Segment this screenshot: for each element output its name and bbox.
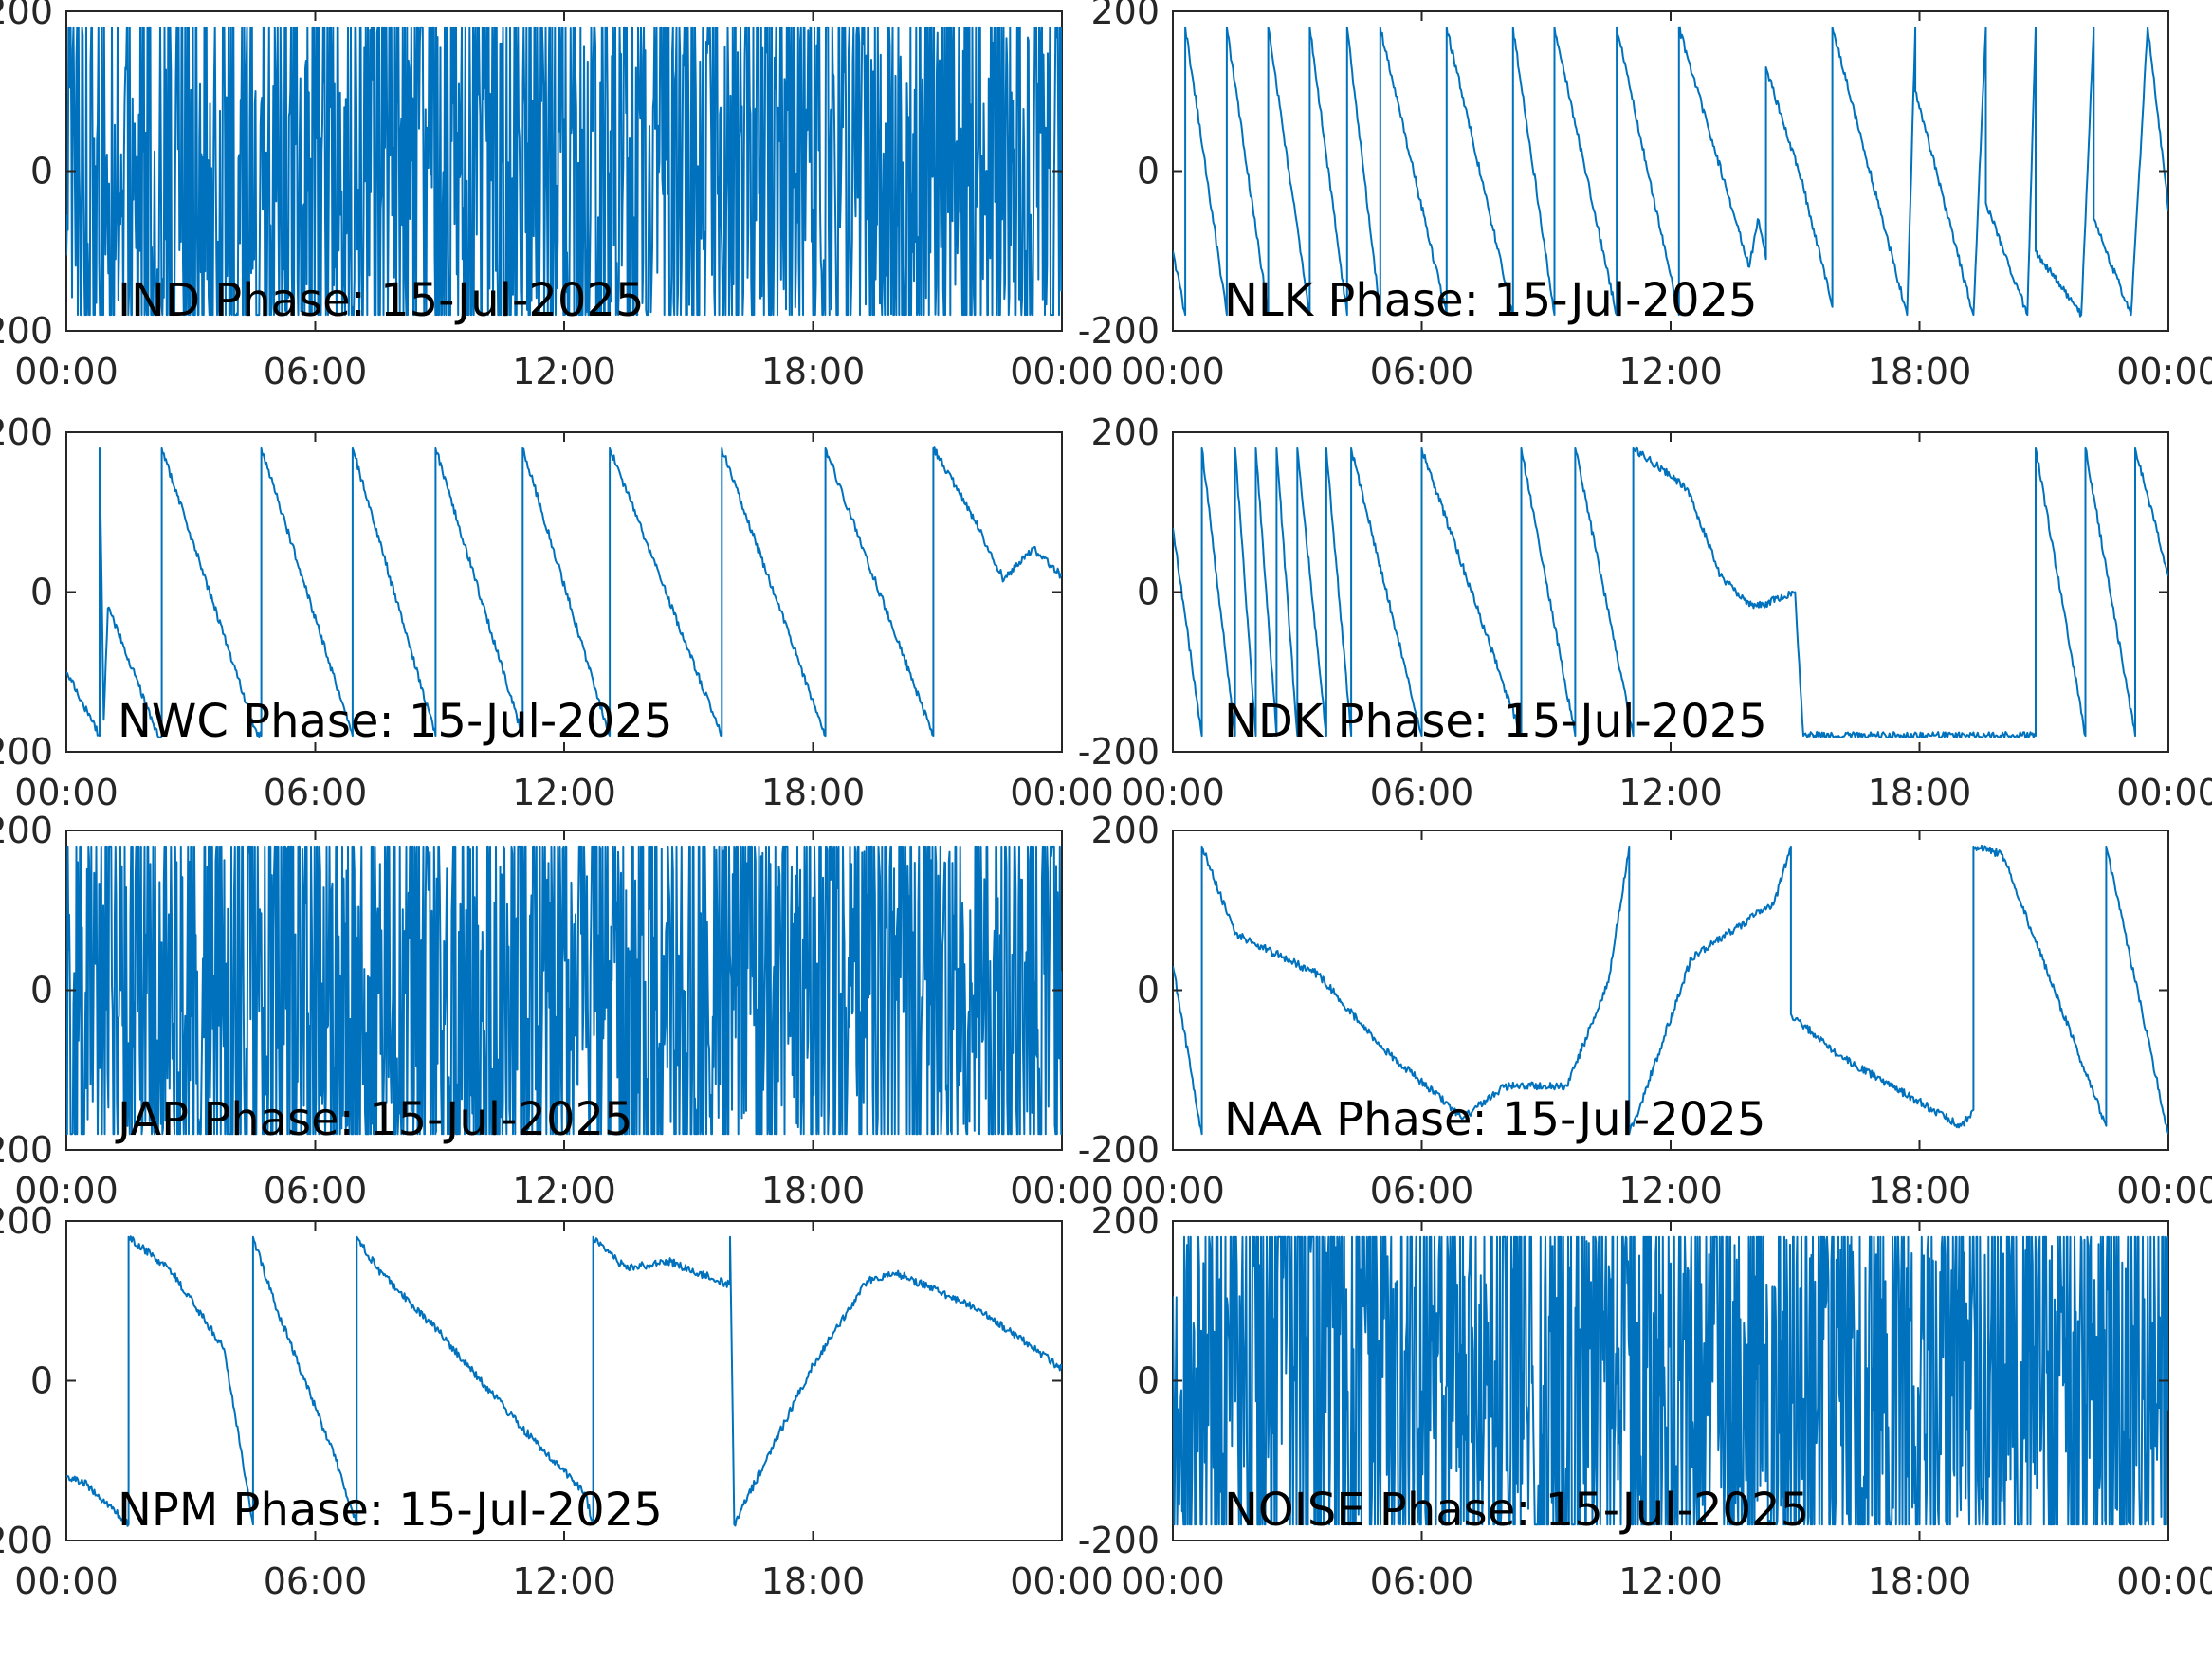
- x-tick-label: 06:00: [1370, 772, 1474, 813]
- panel-title: NDK Phase: 15-Jul-2025: [1224, 695, 1767, 748]
- y-tick-label: 0: [1137, 1360, 1160, 1402]
- panel-title: NLK Phase: 15-Jul-2025: [1224, 274, 1758, 327]
- panel-title: JAP Phase: 15-Jul-2025: [115, 1093, 633, 1146]
- x-tick-label: 18:00: [761, 351, 866, 392]
- y-tick-label: 0: [1137, 970, 1160, 1012]
- panel-5: -200 0 200 00:00 06:00 12:00 18:00 00:00 NAA Pha…: [1078, 810, 2212, 1212]
- phase-series-line: [66, 26, 1062, 317]
- x-tick-label: 12:00: [1618, 772, 1723, 813]
- panel-title: NWC Phase: 15-Jul-2025: [118, 695, 672, 748]
- x-tick-label: 12:00: [512, 772, 616, 813]
- x-tick-label: 18:00: [1868, 1170, 1972, 1212]
- panel-6: -200 0 200 00:00 06:00 12:00 18:00 00:00 NPM Pha…: [0, 1200, 1114, 1602]
- phase-series-line: [1173, 446, 2168, 738]
- x-tick-label: 12:00: [512, 1170, 616, 1212]
- y-tick-label: 0: [30, 970, 53, 1012]
- axes-frame: [1172, 830, 2169, 1151]
- y-tick-label: -200: [0, 1129, 53, 1171]
- y-tick-label: -200: [1078, 1520, 1160, 1561]
- panel-1: -200 0 200 00:00 06:00 12:00 18:00 00:00 NLK Pha…: [1078, 0, 2212, 392]
- x-tick-label: 18:00: [1868, 351, 1972, 392]
- x-tick-label: 12:00: [1618, 1560, 1723, 1602]
- x-tick-label: 06:00: [264, 1170, 368, 1212]
- x-tick-label: 18:00: [1868, 1560, 1972, 1602]
- x-tick-label: 06:00: [264, 351, 368, 392]
- y-tick-label: 0: [1137, 572, 1160, 613]
- x-tick-label: 06:00: [1370, 351, 1474, 392]
- y-tick-label: 200: [1090, 810, 1160, 851]
- y-tick-label: 200: [1090, 1200, 1160, 1242]
- y-tick-label: 200: [0, 1200, 53, 1242]
- x-tick-label: 00:00: [2116, 1170, 2212, 1212]
- x-tick-label: 00:00: [14, 1170, 119, 1212]
- x-tick-label: 00:00: [1010, 1170, 1114, 1212]
- y-tick-label: -200: [1078, 731, 1160, 773]
- x-tick-label: 12:00: [512, 351, 616, 392]
- x-tick-label: 12:00: [1618, 1170, 1723, 1212]
- y-tick-label: 0: [30, 572, 53, 613]
- x-tick-label: 12:00: [1618, 351, 1723, 392]
- y-tick-label: 0: [30, 151, 53, 192]
- phase-series-line: [66, 446, 1062, 738]
- x-tick-label: 00:00: [2116, 772, 2212, 813]
- phase-series-line: [1173, 844, 2168, 1136]
- panel-2: -200 0 200 00:00 06:00 12:00 18:00 00:00 NWC Pha…: [0, 411, 1114, 813]
- x-tick-label: 18:00: [761, 1560, 866, 1602]
- y-tick-label: 200: [0, 0, 53, 32]
- x-tick-label: 06:00: [264, 772, 368, 813]
- x-tick-label: 00:00: [1010, 772, 1114, 813]
- x-tick-label: 06:00: [1370, 1560, 1474, 1602]
- x-tick-label: 06:00: [1370, 1170, 1474, 1212]
- x-tick-label: 06:00: [264, 1560, 368, 1602]
- panel-3: -200 0 200 00:00 06:00 12:00 18:00 00:00 NDK Pha…: [1078, 411, 2212, 813]
- x-tick-label: 18:00: [761, 1170, 866, 1212]
- x-tick-label: 00:00: [1121, 772, 1225, 813]
- x-tick-label: 00:00: [1121, 351, 1225, 392]
- y-tick-label: 0: [1137, 151, 1160, 192]
- phase-series-line: [66, 1235, 1062, 1527]
- x-tick-label: 00:00: [14, 1560, 119, 1602]
- phase-series-line: [1173, 26, 2168, 318]
- y-tick-label: -200: [0, 310, 53, 352]
- x-tick-label: 18:00: [1868, 772, 1972, 813]
- panel-4: -200 0 200 00:00 06:00 12:00 18:00 00:00 JAP Pha…: [0, 810, 1114, 1212]
- y-tick-label: 200: [0, 810, 53, 851]
- panel-title: NAA Phase: 15-Jul-2025: [1224, 1093, 1765, 1146]
- y-tick-label: 0: [30, 1360, 53, 1402]
- y-tick-label: 200: [1090, 0, 1160, 32]
- x-tick-label: 00:00: [1010, 351, 1114, 392]
- x-tick-label: 00:00: [2116, 351, 2212, 392]
- phase-series-line: [66, 845, 1062, 1136]
- x-tick-label: 00:00: [14, 772, 119, 813]
- y-tick-label: -200: [0, 731, 53, 773]
- panel-title: IND Phase: 15-Jul-2025: [118, 274, 645, 327]
- x-tick-label: 00:00: [14, 351, 119, 392]
- panel-title: NOISE Phase: 15-Jul-2025: [1224, 1484, 1809, 1537]
- panel-7: -200 0 200 00:00 06:00 12:00 18:00 00:00 NOISE P…: [1078, 1200, 2212, 1602]
- x-tick-label: 00:00: [1010, 1560, 1114, 1602]
- x-tick-label: 12:00: [512, 1560, 616, 1602]
- y-tick-label: -200: [0, 1520, 53, 1561]
- x-tick-label: 18:00: [761, 772, 866, 813]
- y-tick-label: -200: [1078, 1129, 1160, 1171]
- x-tick-label: 00:00: [2116, 1560, 2212, 1602]
- x-tick-label: 00:00: [1121, 1170, 1225, 1212]
- panel-0: -200 0 200 00:00 06:00 12:00 18:00 00:00 IND Pha…: [0, 0, 1114, 392]
- y-tick-label: -200: [1078, 310, 1160, 352]
- x-tick-label: 00:00: [1121, 1560, 1225, 1602]
- y-tick-label: 200: [1090, 411, 1160, 453]
- y-tick-label: 200: [0, 411, 53, 453]
- panel-title: NPM Phase: 15-Jul-2025: [118, 1484, 663, 1537]
- phase-series-line: [1173, 1235, 2168, 1526]
